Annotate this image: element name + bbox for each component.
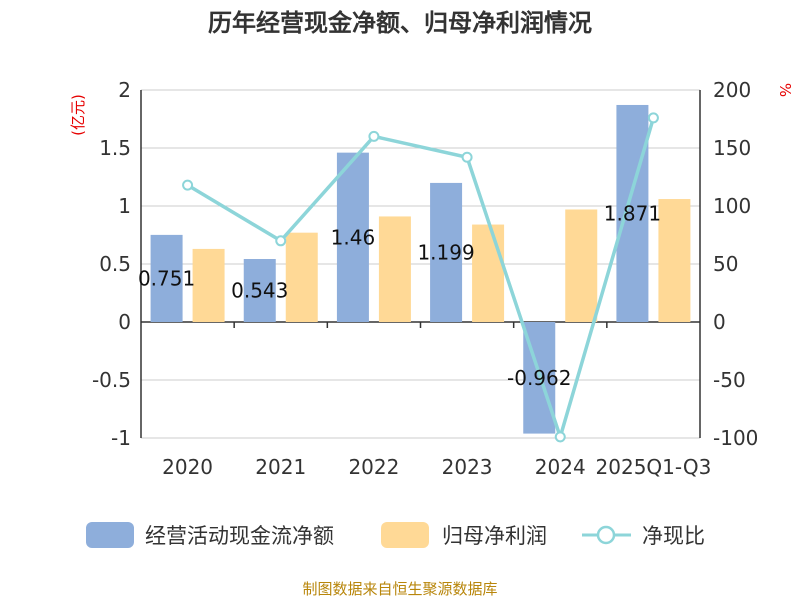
bar-net-profit xyxy=(378,216,411,322)
point-cash-ratio xyxy=(182,179,194,191)
legend-swatch-cashflow xyxy=(86,522,134,548)
bar-cashflow xyxy=(430,182,463,322)
grid-lines xyxy=(140,89,701,439)
x-tick-label: 2024 xyxy=(535,455,586,479)
data-label-cashflow: 0.543 xyxy=(231,279,288,303)
legend-item-cashflow[interactable]: 经营活动现金流净额 xyxy=(86,522,334,548)
x-tick-label: 2023 xyxy=(442,455,493,479)
left-tick-label: -1 xyxy=(111,426,131,450)
left-tick-label: 0.5 xyxy=(99,252,131,276)
right-axis-ticks: 200 150 100 50 0 -50 -100 xyxy=(713,78,758,450)
legend-swatch-net-profit xyxy=(381,522,429,548)
data-label-cashflow: -0.962 xyxy=(507,366,571,390)
right-axis-unit: % xyxy=(776,83,794,97)
x-tick-label: 2025Q1-Q3 xyxy=(596,455,712,479)
right-tick-label: -50 xyxy=(713,368,746,392)
bar-series xyxy=(150,104,691,434)
point-cash-ratio xyxy=(461,151,473,163)
legend-label-net-profit: 归母净利润 xyxy=(442,524,547,548)
line-series xyxy=(182,112,659,443)
left-tick-label: 1 xyxy=(118,194,131,218)
bar-net-profit xyxy=(472,224,505,322)
bar-net-profit xyxy=(565,209,598,322)
bar-cashflow xyxy=(616,104,649,323)
x-tick-label: 2020 xyxy=(162,455,213,479)
legend-label-cash-ratio: 净现比 xyxy=(642,524,705,548)
right-tick-label: 0 xyxy=(713,310,726,334)
bar-cashflow xyxy=(150,234,183,322)
line-cash-ratio xyxy=(186,117,656,443)
point-cash-ratio xyxy=(275,235,287,247)
x-axis-ticks: 2020 2021 2022 2023 2024 2025Q1-Q3 xyxy=(162,455,711,479)
left-tick-label: 2 xyxy=(118,78,131,102)
legend-item-cash-ratio[interactable]: 净现比 xyxy=(582,524,705,548)
legend-marker-cash-ratio xyxy=(596,525,616,545)
bar-net-profit xyxy=(192,248,225,322)
source-note: 制图数据来自恒生聚源数据库 xyxy=(302,580,497,598)
bar-net-profit xyxy=(285,232,318,322)
right-tick-label: 200 xyxy=(713,78,751,102)
data-label-cashflow: 1.46 xyxy=(331,225,376,249)
right-tick-label: 150 xyxy=(713,136,751,160)
left-tick-label: -0.5 xyxy=(92,368,131,392)
point-cash-ratio xyxy=(368,130,380,142)
legend: 经营活动现金流净额 归母净利润 净现比 xyxy=(86,522,705,548)
point-cash-ratio xyxy=(647,112,659,124)
left-tick-label: 1.5 xyxy=(99,136,131,160)
data-label-cashflow: 0.751 xyxy=(138,266,195,290)
chart-title: 历年经营现金净额、归母净利润情况 xyxy=(208,9,592,37)
data-labels: 0.751 0.543 1.46 1.199 -0.962 1.871 xyxy=(138,201,661,389)
x-tick-label: 2022 xyxy=(348,455,399,479)
right-tick-label: -100 xyxy=(713,426,758,450)
point-cash-ratio xyxy=(554,431,566,443)
right-tick-label: 100 xyxy=(713,194,751,218)
left-axis-ticks: 2 1.5 1 0.5 0 -0.5 -1 xyxy=(92,78,131,450)
legend-label-cashflow: 经营活动现金流净额 xyxy=(145,524,334,548)
left-tick-label: 0 xyxy=(118,310,131,334)
data-label-cashflow: 1.871 xyxy=(604,201,661,225)
data-label-cashflow: 1.199 xyxy=(417,240,474,264)
left-axis-unit: (亿元) xyxy=(69,94,87,136)
bar-cashflow xyxy=(243,259,276,322)
right-tick-label: 50 xyxy=(713,252,738,276)
bar-cashflow xyxy=(336,152,369,322)
legend-item-net-profit[interactable]: 归母净利润 xyxy=(381,522,547,548)
x-tick-label: 2021 xyxy=(255,455,306,479)
bar-net-profit xyxy=(658,199,691,322)
